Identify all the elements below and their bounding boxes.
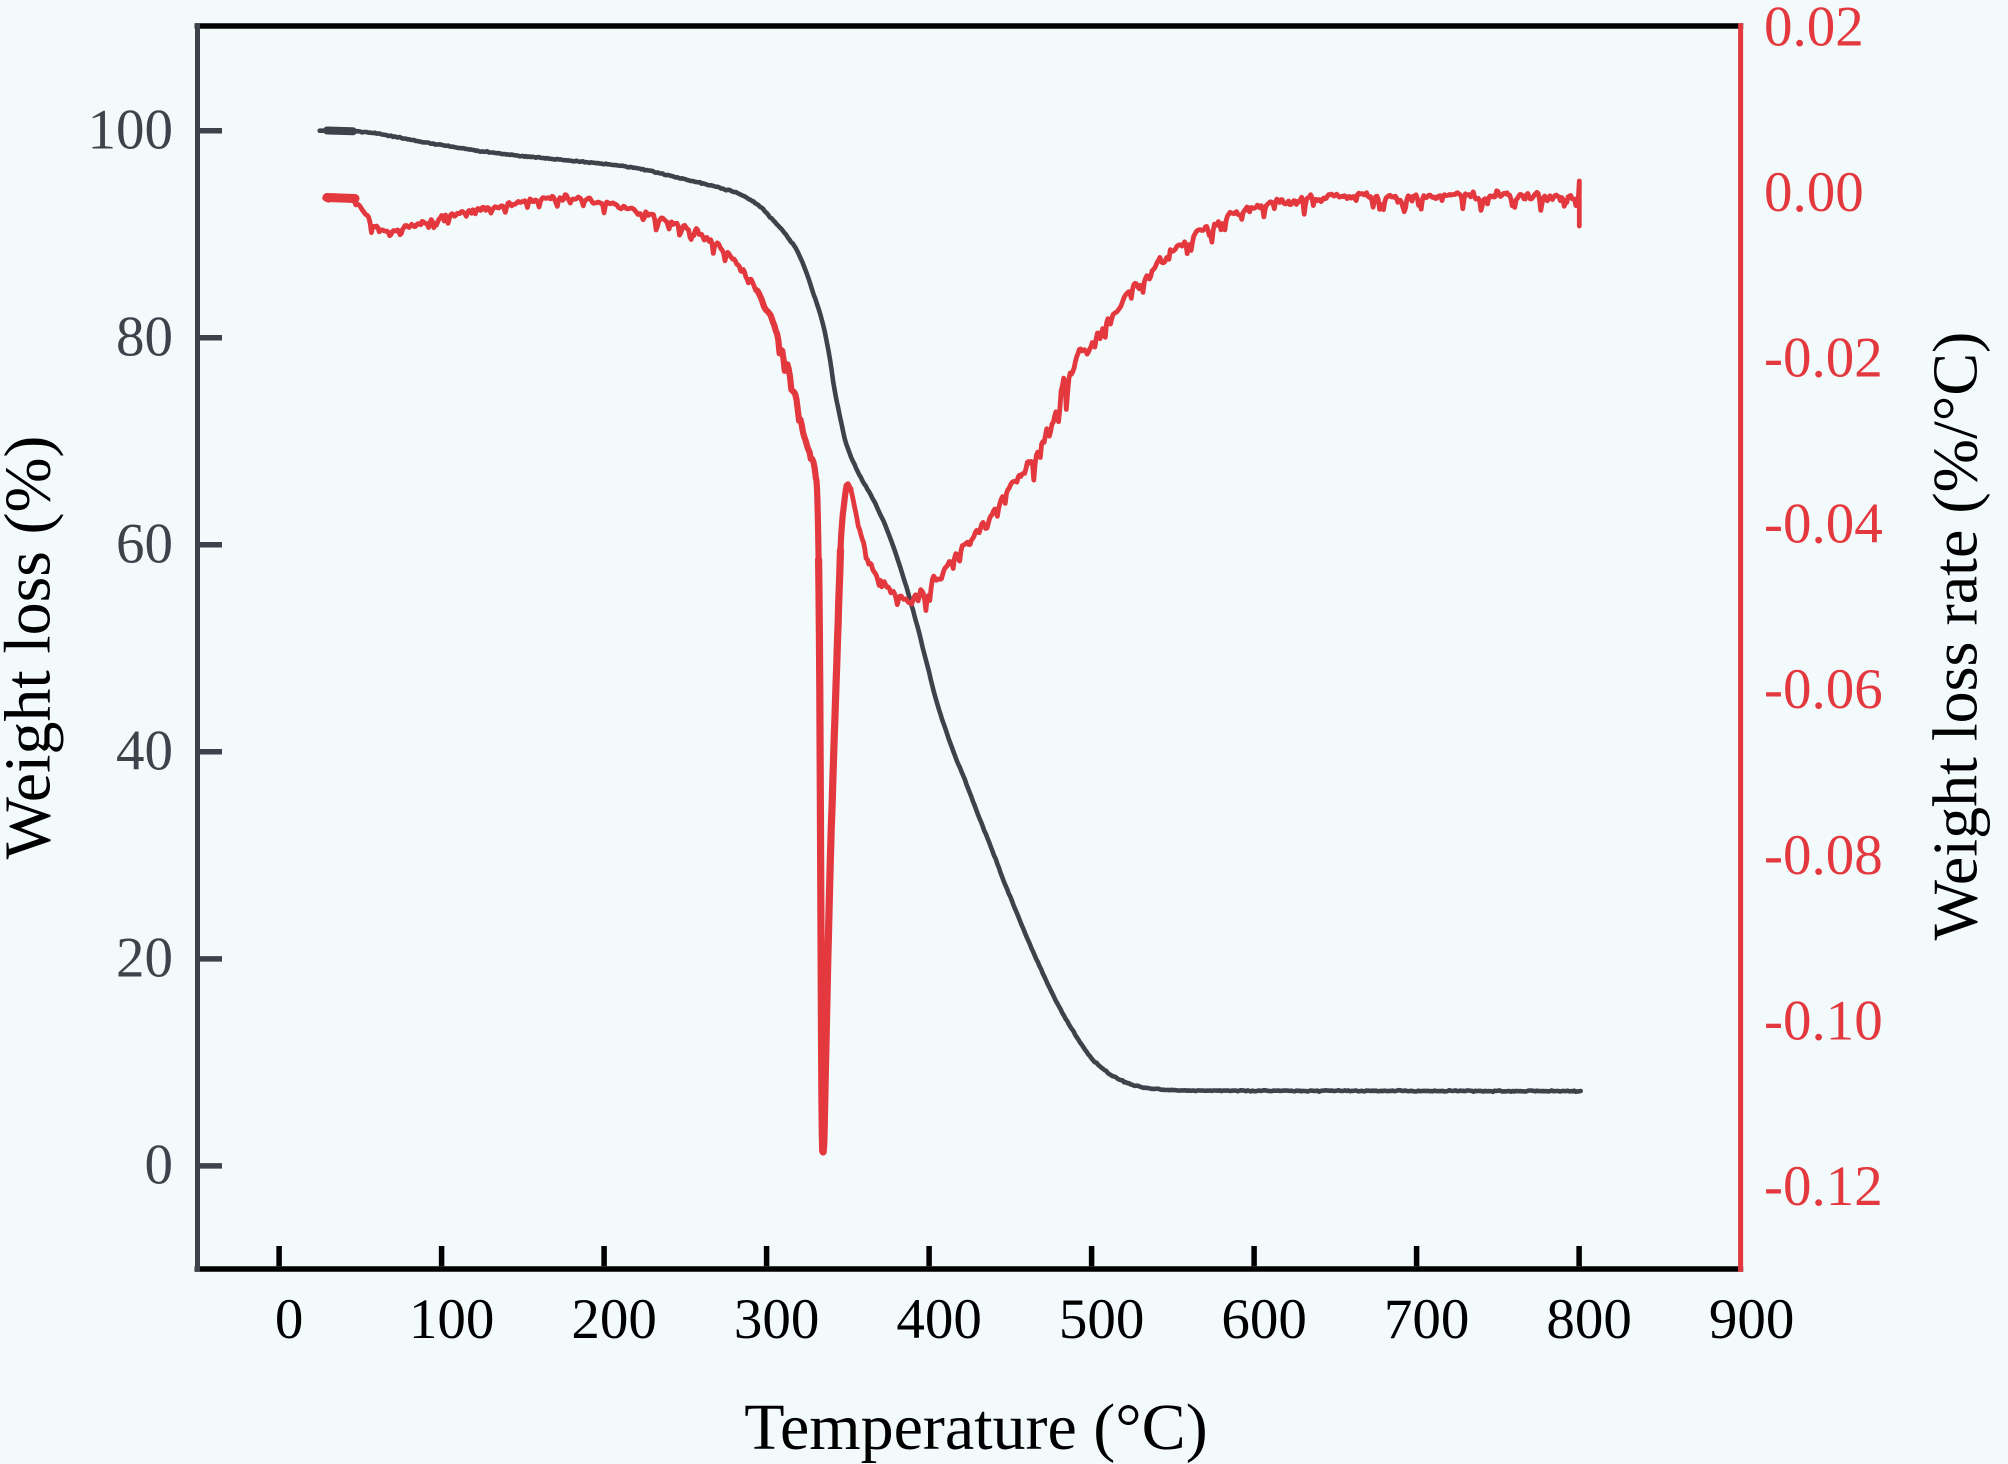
svg-text:200: 200 bbox=[571, 1288, 657, 1351]
svg-text:-0.08: -0.08 bbox=[1764, 824, 1883, 887]
svg-text:100: 100 bbox=[409, 1288, 495, 1351]
svg-text:-0.02: -0.02 bbox=[1764, 327, 1883, 390]
svg-text:0.00: 0.00 bbox=[1764, 161, 1864, 224]
svg-text:300: 300 bbox=[734, 1288, 820, 1351]
svg-text:-0.04: -0.04 bbox=[1764, 492, 1883, 555]
svg-text:0: 0 bbox=[145, 1134, 174, 1197]
svg-text:Weight loss rate (%/°C): Weight loss rate (%/°C) bbox=[1920, 332, 1991, 941]
svg-text:900: 900 bbox=[1709, 1288, 1795, 1351]
svg-text:20: 20 bbox=[116, 927, 173, 990]
svg-text:-0.06: -0.06 bbox=[1764, 658, 1883, 721]
svg-text:0: 0 bbox=[275, 1288, 304, 1351]
svg-text:Temperature (°C): Temperature (°C) bbox=[744, 1391, 1207, 1464]
svg-text:700: 700 bbox=[1384, 1288, 1470, 1351]
svg-text:400: 400 bbox=[896, 1288, 982, 1351]
svg-text:80: 80 bbox=[116, 305, 173, 368]
svg-text:800: 800 bbox=[1546, 1288, 1632, 1351]
svg-text:60: 60 bbox=[116, 513, 173, 576]
svg-text:-0.10: -0.10 bbox=[1764, 990, 1883, 1053]
svg-text:0.02: 0.02 bbox=[1764, 0, 1864, 58]
svg-text:500: 500 bbox=[1059, 1288, 1145, 1351]
svg-text:Weight loss (%): Weight loss (%) bbox=[0, 436, 65, 860]
svg-text:600: 600 bbox=[1221, 1288, 1307, 1351]
svg-text:40: 40 bbox=[116, 720, 173, 783]
svg-text:-0.12: -0.12 bbox=[1764, 1155, 1883, 1218]
svg-text:100: 100 bbox=[88, 98, 174, 161]
